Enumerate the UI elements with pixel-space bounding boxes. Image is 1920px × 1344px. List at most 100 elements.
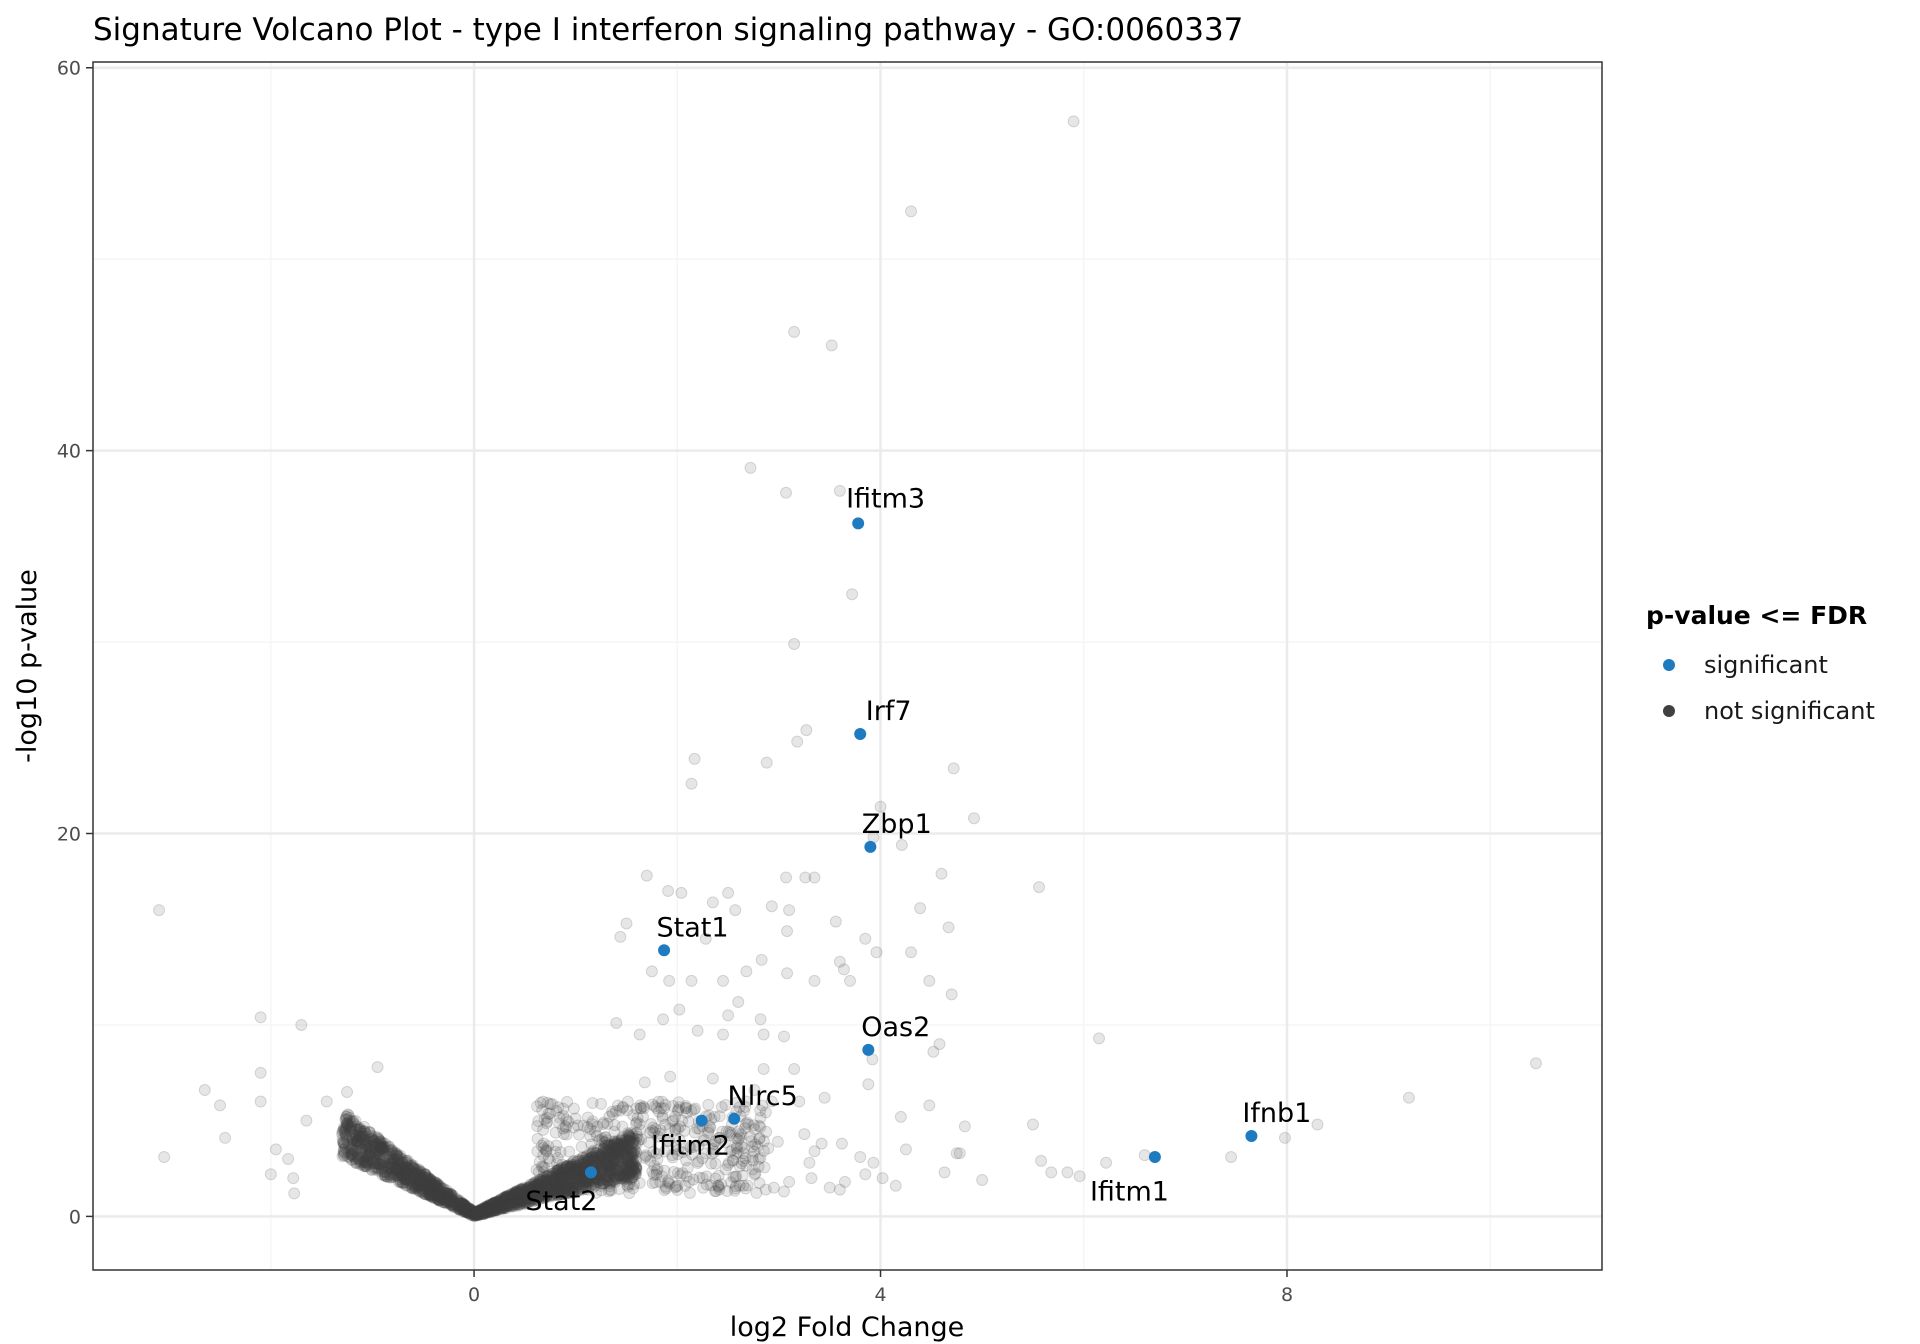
data-point-not-significant: [867, 1156, 880, 1169]
data-point-not-significant: [401, 1154, 414, 1167]
data-point-not-significant: [441, 1187, 454, 1200]
data-point-not-significant: [387, 1160, 400, 1173]
data-point-not-significant: [344, 1144, 357, 1157]
data-point-not-significant: [391, 1168, 404, 1181]
data-point-not-significant: [428, 1180, 441, 1193]
data-point-not-significant: [423, 1188, 436, 1201]
data-point-not-significant: [563, 1145, 576, 1158]
data-point-not-significant: [799, 871, 812, 884]
data-point-significant-ifnb1: [1245, 1129, 1258, 1142]
data-point-not-significant: [412, 1180, 425, 1193]
data-point-not-significant: [905, 205, 918, 218]
data-point-not-significant: [372, 1164, 385, 1177]
data-point-not-significant: [458, 1202, 471, 1215]
data-point-not-significant: [466, 1204, 479, 1217]
data-point-not-significant: [460, 1205, 473, 1218]
data-point-not-significant: [454, 1197, 467, 1210]
data-point-not-significant: [357, 1154, 370, 1167]
data-point-not-significant: [385, 1157, 398, 1170]
data-point-not-significant: [390, 1164, 403, 1177]
data-point-not-significant: [722, 1009, 735, 1022]
data-point-not-significant: [935, 867, 948, 880]
data-point-not-significant: [366, 1156, 379, 1169]
data-point-not-significant: [432, 1194, 445, 1207]
data-point-not-significant: [337, 1136, 350, 1149]
x-axis-ticks: 0 4 8: [468, 1270, 1293, 1306]
data-point-not-significant: [874, 800, 887, 813]
data-point-not-significant: [446, 1199, 459, 1212]
data-point-not-significant: [345, 1153, 358, 1166]
data-point-not-significant: [348, 1150, 361, 1163]
x-tick-label: 0: [468, 1284, 480, 1306]
data-point-not-significant: [424, 1173, 437, 1186]
data-point-not-significant: [462, 1205, 475, 1218]
data-point-not-significant: [628, 1165, 641, 1178]
data-point-not-significant: [456, 1198, 469, 1211]
data-point-not-significant: [717, 1028, 730, 1041]
data-point-not-significant: [366, 1134, 379, 1147]
data-point-not-significant: [414, 1164, 427, 1177]
data-point-not-significant: [440, 1193, 453, 1206]
data-point-not-significant: [437, 1186, 450, 1199]
data-point-not-significant: [426, 1190, 439, 1203]
plot-panel: [93, 62, 1602, 1270]
data-point-not-significant: [442, 1189, 455, 1202]
data-point-not-significant: [647, 1168, 660, 1181]
data-point-not-significant: [374, 1147, 387, 1160]
data-point-not-significant: [345, 1148, 358, 1161]
data-point-not-significant: [360, 1160, 373, 1173]
data-point-not-significant: [754, 1013, 767, 1026]
data-point-not-significant: [365, 1164, 378, 1177]
data-point-not-significant: [424, 1190, 437, 1203]
data-point-not-significant: [373, 1140, 386, 1153]
data-point-not-significant: [833, 1183, 846, 1196]
data-point-not-significant: [341, 1134, 354, 1147]
data-point-not-significant: [431, 1178, 444, 1191]
data-point-not-significant: [374, 1142, 387, 1155]
data-point-not-significant: [404, 1158, 417, 1171]
data-point-not-significant: [680, 1106, 693, 1119]
data-point-not-significant: [420, 1176, 433, 1189]
data-point-not-significant: [412, 1184, 425, 1197]
data-point-not-significant: [342, 1146, 355, 1159]
data-point-not-significant: [823, 1181, 836, 1194]
data-point-not-significant: [371, 1162, 384, 1175]
legend: p-value <= FDR significant not significa…: [1646, 601, 1875, 725]
data-point-not-significant: [702, 1098, 715, 1111]
data-point-not-significant: [354, 1136, 367, 1149]
data-point-not-significant: [395, 1156, 408, 1169]
data-point-not-significant: [1067, 115, 1080, 128]
data-point-not-significant: [447, 1199, 460, 1212]
data-point-not-significant: [404, 1171, 417, 1184]
data-point-not-significant: [463, 1207, 476, 1220]
data-point-not-significant: [386, 1146, 399, 1159]
data-point-not-significant: [429, 1178, 442, 1191]
data-point-not-significant: [390, 1165, 403, 1178]
data-point-not-significant: [454, 1203, 467, 1216]
data-point-not-significant: [341, 1118, 354, 1131]
data-point-not-significant: [418, 1169, 431, 1182]
legend-label-significant: significant: [1704, 651, 1828, 679]
data-point-not-significant: [905, 946, 918, 959]
data-point-not-significant: [1045, 1166, 1058, 1179]
data-point-not-significant: [358, 1125, 371, 1138]
data-point-not-significant: [1311, 1118, 1324, 1131]
data-point-significant-stat2: [584, 1166, 597, 1179]
data-point-not-significant: [463, 1204, 476, 1217]
data-point-not-significant: [406, 1179, 419, 1192]
data-point-not-significant: [400, 1156, 413, 1169]
data-point-not-significant: [633, 1028, 646, 1041]
data-point-not-significant: [393, 1151, 406, 1164]
data-point-not-significant: [338, 1138, 351, 1151]
data-point-not-significant: [365, 1147, 378, 1160]
data-point-not-significant: [376, 1142, 389, 1155]
data-point-not-significant: [337, 1123, 350, 1136]
data-point-not-significant: [414, 1167, 427, 1180]
data-point-not-significant: [381, 1158, 394, 1171]
data-point-not-significant: [339, 1141, 352, 1154]
data-point-not-significant: [1033, 881, 1046, 894]
data-point-not-significant: [727, 1154, 740, 1167]
data-point-not-significant: [350, 1123, 363, 1136]
data-point-not-significant: [610, 1017, 623, 1030]
data-point-not-significant: [818, 1091, 831, 1104]
